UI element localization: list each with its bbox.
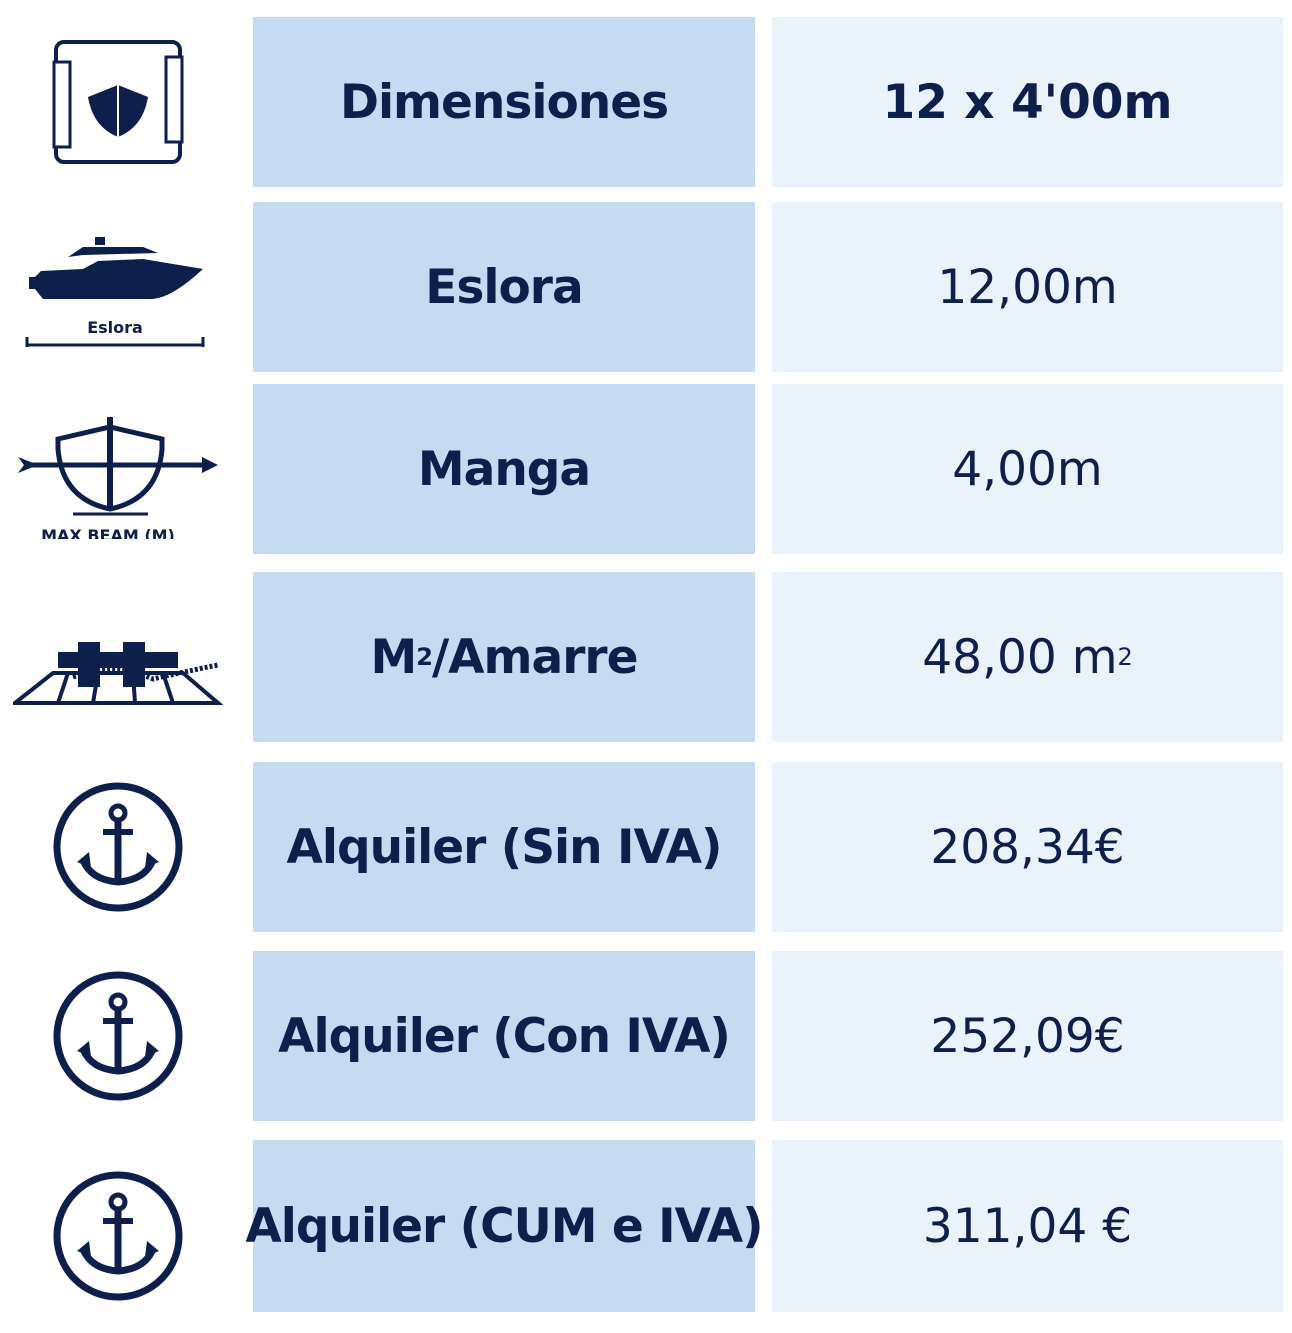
row-alquiler-cum-iva: Alquiler (CUM e IVA) 311,04 € <box>0 1140 1292 1312</box>
mooring-bollard-icon <box>0 572 235 742</box>
row-eslora: Eslora Eslora 12,00m <box>0 202 1292 372</box>
value-text: 48,00 m <box>922 629 1118 685</box>
value-subscript: 2 <box>1117 643 1133 671</box>
anchor-icon <box>0 762 235 932</box>
ruler-hull-icon <box>0 17 235 187</box>
label-cell: Dimensiones <box>253 17 755 187</box>
label-subscript: 2 <box>416 643 433 671</box>
row-dimensiones: Dimensiones 12 x 4'00m <box>0 17 1292 187</box>
label-cell: Alquiler (Con IVA) <box>253 951 755 1121</box>
value-cell: 4,00m <box>772 384 1283 554</box>
label-cell: Manga <box>253 384 755 554</box>
anchor-icon <box>0 951 235 1121</box>
anchor-icon <box>0 1140 235 1332</box>
boat-beam-icon: MAX BEAM (M) <box>0 384 235 554</box>
label-cell: Alquiler (CUM e IVA) <box>245 1140 764 1312</box>
label-cell: M 2/Amarre <box>253 572 755 742</box>
value-cell: 311,04 € <box>772 1140 1283 1312</box>
label-cell: Alquiler (Sin IVA) <box>253 762 755 932</box>
value-cell: 252,09€ <box>772 951 1283 1121</box>
yacht-length-icon: Eslora <box>0 202 235 372</box>
value-cell: 12,00m <box>772 202 1283 372</box>
icon-caption: Eslora <box>87 318 143 337</box>
icon-caption: MAX BEAM (M) <box>41 526 175 539</box>
label-text-rest: /Amarre <box>432 629 638 685</box>
row-alquiler-con-iva: Alquiler (Con IVA) 252,09€ <box>0 951 1292 1121</box>
value-cell: 12 x 4'00m <box>772 17 1283 187</box>
label-cell: Eslora <box>253 202 755 372</box>
row-alquiler-sin-iva: Alquiler (Sin IVA) 208,34€ <box>0 762 1292 932</box>
row-manga: MAX BEAM (M) Manga 4,00m <box>0 384 1292 554</box>
value-cell: 208,34€ <box>772 762 1283 932</box>
label-text: M <box>370 629 418 685</box>
